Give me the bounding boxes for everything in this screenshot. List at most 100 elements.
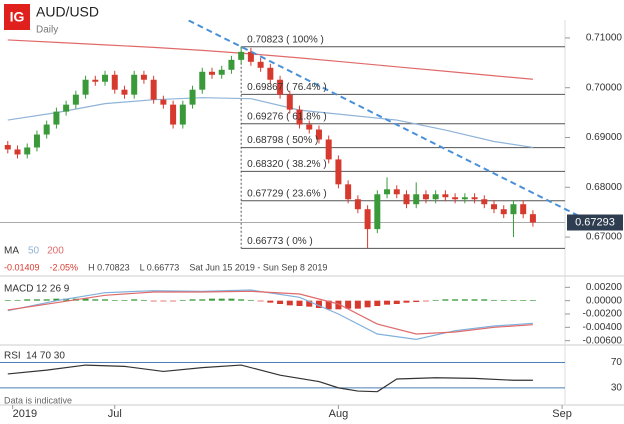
ma-line: [7, 97, 534, 149]
fib-label: 0.69276 ( 61.8% ): [247, 111, 327, 122]
candle-body: [140, 74, 147, 80]
y-tick-label: 0.71000: [586, 33, 623, 44]
histogram-bar: [43, 299, 50, 301]
candle-body: [82, 79, 89, 95]
y-tick-label: 0.67000: [586, 232, 623, 243]
x-tick-label: Jul: [108, 408, 122, 420]
price-tag-label: 0.67293: [575, 216, 615, 228]
candle-body: [63, 104, 70, 112]
histogram-bar: [257, 300, 264, 302]
candle-body: [315, 129, 322, 140]
candle-body: [150, 79, 157, 100]
candle-body: [111, 74, 118, 90]
histogram-bar: [33, 299, 40, 301]
candle-body: [520, 204, 527, 215]
candle-body: [403, 194, 410, 205]
candle-body: [335, 159, 342, 185]
candle-body: [199, 71, 206, 90]
histogram-bar: [102, 299, 109, 301]
histogram-bar: [393, 300, 400, 304]
histogram-bar: [228, 298, 235, 301]
candle-body: [491, 204, 498, 210]
histogram-bar: [14, 300, 21, 301]
histogram-bar: [208, 298, 215, 301]
histogram-bar: [422, 300, 429, 302]
y-tick-label: 30: [611, 383, 623, 394]
histogram-bar: [199, 299, 206, 301]
macd-line: [7, 289, 533, 340]
histogram-bar: [277, 300, 284, 304]
candle-body: [179, 104, 186, 125]
candle-body: [277, 79, 284, 95]
candle-body: [422, 194, 429, 200]
fib-label: 0.68320 ( 38.2% ): [247, 159, 327, 170]
x-tick-label: Sep: [552, 408, 572, 420]
candle-body: [43, 124, 50, 135]
histogram-bar: [131, 299, 138, 301]
candle-body: [92, 79, 99, 82]
histogram-bar: [160, 300, 167, 302]
rsi-line: [7, 364, 533, 393]
histogram-bar: [325, 300, 332, 310]
y-tick-label: 0.69000: [586, 132, 623, 143]
chart-subtitle: Daily: [36, 25, 58, 36]
histogram-bar: [170, 300, 177, 302]
candle-body: [481, 199, 488, 205]
histogram-bar: [345, 300, 352, 309]
histogram-bar: [111, 300, 118, 301]
histogram-bar: [354, 300, 361, 309]
histogram-bar: [140, 300, 147, 301]
histogram-bar: [24, 299, 31, 301]
histogram-bar: [335, 300, 342, 310]
histogram-bar: [374, 300, 381, 306]
histogram-bar: [491, 300, 498, 301]
candle-body: [345, 184, 352, 200]
candle-body: [452, 197, 459, 200]
histogram-bar: [471, 299, 478, 301]
candle-body: [14, 149, 21, 155]
legend-entry: 50: [28, 246, 40, 257]
stat: -0.01409: [4, 262, 40, 272]
candle-body: [306, 124, 313, 130]
candle-body: [393, 189, 400, 195]
rsi-title: RSI: [4, 351, 21, 362]
candle-body: [53, 111, 60, 125]
histogram-bar: [432, 300, 439, 301]
macd-line: [7, 290, 533, 335]
y-tick-label: 0.68000: [586, 182, 623, 193]
histogram-bar: [218, 298, 225, 301]
histogram-bar: [413, 300, 420, 302]
candle-body: [170, 104, 177, 125]
logo: IG: [10, 9, 25, 25]
y-tick-label: -0.00200: [583, 309, 623, 320]
histogram-bar: [315, 300, 322, 308]
candle-body: [364, 209, 371, 230]
plot-area: [0, 20, 592, 249]
candle-body: [529, 214, 536, 223]
chart-title: AUD/USD: [36, 4, 99, 20]
candle-body: [413, 194, 420, 205]
histogram-bar: [247, 300, 254, 301]
stat: L 0.66773: [140, 262, 180, 272]
y-tick-label: -0.00600: [583, 335, 623, 346]
histogram-bar: [296, 300, 303, 306]
histogram-bar: [384, 300, 391, 305]
candle-body: [228, 59, 235, 70]
histogram-bar: [529, 300, 536, 301]
candle-body: [471, 197, 478, 200]
candle-body: [257, 61, 264, 68]
fib-label: 0.70823 ( 100% ): [247, 34, 324, 45]
rsi-params: 14 70 30: [26, 351, 65, 362]
candle-body: [247, 51, 254, 62]
histogram-bar: [452, 299, 459, 301]
candle-body: [500, 209, 507, 215]
histogram-bar: [461, 299, 468, 301]
histogram-bar: [306, 300, 313, 307]
x-tick-label: Aug: [329, 408, 349, 420]
candle-body: [4, 144, 11, 150]
histogram-bar: [150, 300, 157, 302]
candle-body: [296, 109, 303, 125]
histogram-bar: [267, 300, 274, 303]
candle-body: [218, 69, 225, 75]
